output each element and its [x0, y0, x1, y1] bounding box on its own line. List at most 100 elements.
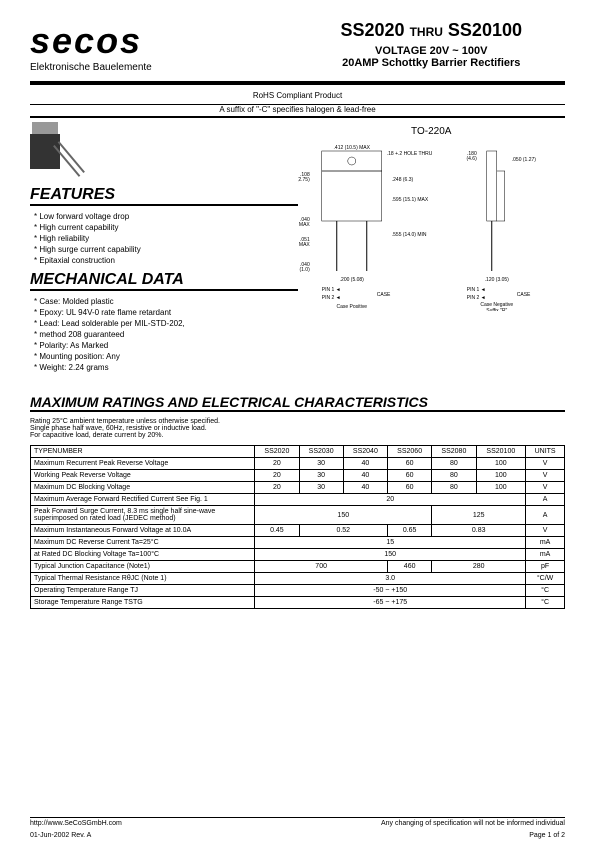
- unit-cell: °C: [526, 597, 565, 609]
- svg-text:PIN 1 ◄: PIN 1 ◄: [321, 287, 340, 293]
- value-cell: 280: [432, 561, 526, 573]
- svg-text:(1.0) MAX: (1.0) MAX: [298, 222, 310, 228]
- col-header: SS2020: [255, 446, 299, 458]
- param-cell: Storage Temperature Range TSTG: [31, 597, 255, 609]
- value-cell: 460: [388, 561, 432, 573]
- col-header: SS2080: [432, 446, 476, 458]
- param-cell: Typical Thermal Resistance RθJC (Note 1): [31, 573, 255, 585]
- value-cell: 60: [388, 458, 432, 470]
- unit-cell: °C: [526, 585, 565, 597]
- svg-text:PIN 2 ◄: PIN 2 ◄: [466, 295, 485, 301]
- ratings-note3: For capacitive load, derate current by 2…: [30, 432, 565, 439]
- mechanical-item: Weight: 2.24 grams: [34, 363, 298, 372]
- value-cell: 40: [343, 482, 387, 494]
- svg-text:.555 (14.0) MIN: .555 (14.0) MIN: [391, 232, 426, 238]
- svg-text:CASE: CASE: [376, 292, 390, 298]
- part-start: SS2020: [341, 20, 405, 40]
- ratings-note1: Rating 25°C ambient temperature unless o…: [30, 418, 565, 425]
- svg-text:(4.6): (4.6): [466, 156, 477, 162]
- svg-text:.248 (6.3): .248 (6.3): [391, 177, 413, 183]
- unit-cell: °C/W: [526, 573, 565, 585]
- svg-text:PIN 1 ◄: PIN 1 ◄: [466, 287, 485, 293]
- thru-label: THRU: [410, 25, 443, 39]
- rohs-line2: A suffix of "-C" specifies halogen & lea…: [30, 105, 565, 118]
- value-cell: 15: [255, 537, 526, 549]
- value-cell: 0.83: [432, 525, 526, 537]
- value-cell: 150: [255, 506, 432, 525]
- value-cell: 20: [255, 458, 299, 470]
- value-cell: 20: [255, 494, 526, 506]
- features-list: Low forward voltage drop High current cap…: [30, 212, 298, 265]
- unit-cell: A: [526, 506, 565, 525]
- package-label: TO-220A: [298, 126, 566, 137]
- unit-cell: mA: [526, 549, 565, 561]
- value-cell: -50 ~ +150: [255, 585, 526, 597]
- value-cell: 700: [255, 561, 388, 573]
- feature-item: High surge current capability: [34, 245, 298, 254]
- footer-page: Page 1 of 2: [529, 832, 565, 839]
- mechanical-item: Mounting position: Any: [34, 352, 298, 361]
- unit-cell: V: [526, 525, 565, 537]
- param-cell: at Rated DC Blocking Voltage Ta=100°C: [31, 549, 255, 561]
- value-cell: 125: [432, 506, 526, 525]
- value-cell: 40: [343, 470, 387, 482]
- param-cell: Maximum Instantaneous Forward Voltage at…: [31, 525, 255, 537]
- svg-text:.120 (3.05): .120 (3.05): [484, 277, 509, 283]
- unit-cell: V: [526, 458, 565, 470]
- mechanical-item: method 208 guaranteed: [34, 330, 298, 339]
- value-cell: 100: [476, 470, 526, 482]
- svg-text:(1.0): (1.0): [299, 267, 310, 273]
- feature-item: Low forward voltage drop: [34, 212, 298, 221]
- svg-text:Suffix "R": Suffix "R": [486, 308, 507, 311]
- ratings-note2: Single phase half wave, 60Hz, resistive …: [30, 425, 565, 432]
- footer-disclaimer: Any changing of specification will not b…: [381, 820, 565, 827]
- package-diagram: .412 (10.5) MAX .18 +.2 HOLE THRU .108 (…: [298, 141, 566, 311]
- mechanical-title: MECHANICAL DATA: [30, 271, 298, 291]
- logo: secos: [30, 20, 298, 62]
- rohs-line1: RoHS Compliant Product: [30, 91, 565, 105]
- features-title: FEATURES: [30, 186, 298, 206]
- feature-item: Epitaxial construction: [34, 256, 298, 265]
- mechanical-item: Epoxy: UL 94V-0 rate flame retardant: [34, 308, 298, 317]
- col-header: SS2030: [299, 446, 343, 458]
- param-cell: Operating Temperature Range TJ: [31, 585, 255, 597]
- component-image: [30, 126, 130, 176]
- header: secos Elektronische Bauelemente SS2020 T…: [30, 20, 565, 85]
- feature-item: High current capability: [34, 223, 298, 232]
- svg-text:CASE: CASE: [516, 292, 530, 298]
- value-cell: 30: [299, 470, 343, 482]
- mechanical-list: Case: Molded plasticEpoxy: UL 94V-0 rate…: [30, 297, 298, 372]
- footer-url: http://www.SeCoSGmbH.com: [30, 820, 122, 827]
- value-cell: 30: [299, 458, 343, 470]
- part-range: SS2020 THRU SS20100: [298, 20, 566, 41]
- value-cell: 3.0: [255, 573, 526, 585]
- param-cell: Maximum Recurrent Peak Reverse Voltage: [31, 458, 255, 470]
- value-cell: 80: [432, 470, 476, 482]
- col-header: SS2060: [388, 446, 432, 458]
- value-cell: 80: [432, 482, 476, 494]
- value-cell: 60: [388, 482, 432, 494]
- svg-text:.050 (1.27): .050 (1.27): [511, 157, 536, 163]
- value-cell: 20: [255, 482, 299, 494]
- value-cell: 150: [255, 549, 526, 561]
- unit-cell: A: [526, 494, 565, 506]
- svg-text:Case Positive: Case Positive: [336, 304, 367, 310]
- svg-text:.18 +.2 HOLE THRU: .18 +.2 HOLE THRU: [386, 151, 432, 157]
- col-header: SS2040: [343, 446, 387, 458]
- value-cell: 20: [255, 470, 299, 482]
- param-cell: Working Peak Reverse Voltage: [31, 470, 255, 482]
- svg-text:.412 (10.5) MAX: .412 (10.5) MAX: [333, 145, 370, 151]
- logo-subtitle: Elektronische Bauelemente: [30, 62, 298, 73]
- param-cell: Maximum DC Reverse Current Ta=25°C: [31, 537, 255, 549]
- mechanical-item: Lead: Lead solderable per MIL-STD-202,: [34, 319, 298, 328]
- value-cell: 100: [476, 458, 526, 470]
- unit-cell: V: [526, 482, 565, 494]
- voltage-range: VOLTAGE 20V ~ 100V: [298, 45, 566, 57]
- unit-cell: pF: [526, 561, 565, 573]
- product-type: 20AMP Schottky Barrier Rectifiers: [298, 57, 566, 69]
- value-cell: 80: [432, 458, 476, 470]
- footer-bottom: 01-Jun-2002 Rev. A Page 1 of 2: [30, 832, 565, 839]
- ratings-title: MAXIMUM RATINGS AND ELECTRICAL CHARACTER…: [30, 394, 565, 412]
- units-header: UNITS: [526, 446, 565, 458]
- mechanical-item: Polarity: As Marked: [34, 341, 298, 350]
